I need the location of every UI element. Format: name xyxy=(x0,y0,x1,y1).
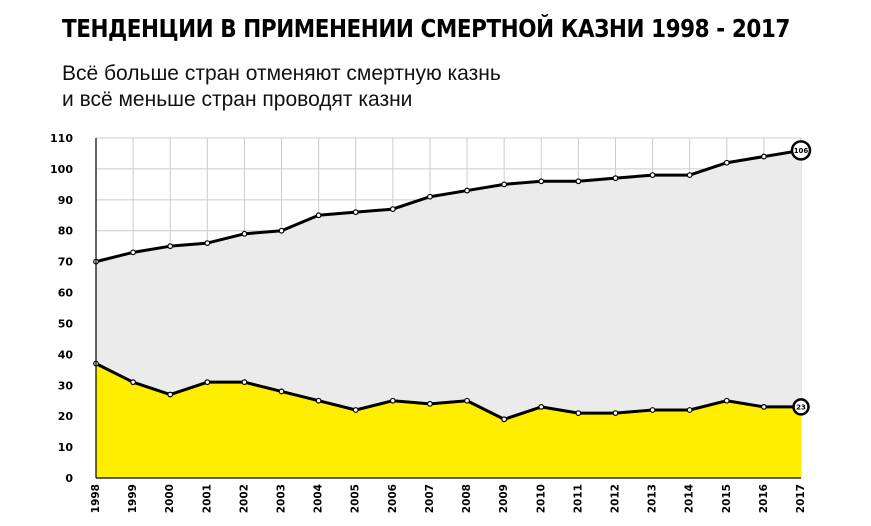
executed-end-label: 23 xyxy=(796,403,806,411)
executed-point-2016 xyxy=(760,404,767,410)
x-tick-label-2008: 2008 xyxy=(461,484,473,513)
executed-point-2010 xyxy=(538,404,545,410)
y-tick-label-60: 60 xyxy=(58,287,74,300)
x-tick-label-1998: 1998 xyxy=(90,484,102,513)
abolished-point-2016 xyxy=(760,153,767,160)
abolished-point-2001 xyxy=(204,240,211,246)
abolished-point-2006 xyxy=(389,206,396,212)
abolished-point-2013 xyxy=(649,172,656,178)
x-tick-label-2002: 2002 xyxy=(238,484,250,513)
end-labels: 106 23 xyxy=(790,140,812,416)
abolished-point-1999 xyxy=(130,249,137,256)
x-tick-label-2013: 2013 xyxy=(647,484,659,513)
executed-point-2003 xyxy=(278,388,285,395)
x-tick-label-2014: 2014 xyxy=(684,484,696,513)
executed-point-2001 xyxy=(204,379,211,386)
x-tick-label-2003: 2003 xyxy=(276,484,288,513)
y-tick-label-0: 0 xyxy=(65,472,73,485)
y-tick-label-40: 40 xyxy=(58,348,74,361)
y-tick-label-70: 70 xyxy=(58,256,74,269)
abolished-point-2003 xyxy=(278,227,285,234)
executed-point-2008 xyxy=(464,397,470,404)
chart-subtitle: Всё больше стран отменяют смертную казнь… xyxy=(62,61,622,113)
abolished-end-marker xyxy=(790,140,812,161)
executed-point-2014 xyxy=(686,407,693,413)
x-tick-label-2007: 2007 xyxy=(424,484,436,513)
abolished-point-2014 xyxy=(686,172,693,178)
executed-point-2011 xyxy=(575,410,582,416)
x-tick-label-1999: 1999 xyxy=(127,484,139,513)
y-tick-label-110: 110 xyxy=(50,132,73,145)
executed-point-2009 xyxy=(501,416,508,423)
executed-point-2013 xyxy=(649,407,656,413)
x-tick-label-2005: 2005 xyxy=(350,484,362,513)
abolished-point-2007 xyxy=(427,193,433,200)
abolished-point-2000 xyxy=(167,243,174,250)
y-tick-label-50: 50 xyxy=(58,317,74,330)
abolished-end-label: 106 xyxy=(794,147,809,155)
series-lines xyxy=(95,148,802,421)
y-tick-label-10: 10 xyxy=(58,441,74,454)
abolished-point-2010 xyxy=(538,178,545,185)
abolished-point-2011 xyxy=(575,178,582,185)
x-tick-label-2001: 2001 xyxy=(201,484,213,513)
y-tick-label-80: 80 xyxy=(58,225,74,238)
abolished-point-2015 xyxy=(723,159,730,166)
subtitle-line-1: Всё больше стран отменяют смертную казнь xyxy=(62,62,501,85)
x-tick-label-2015: 2015 xyxy=(721,484,733,513)
executed-point-2004 xyxy=(315,397,322,404)
y-tick-label-90: 90 xyxy=(58,194,74,207)
executed-area xyxy=(96,363,801,478)
abolished-line xyxy=(95,148,802,264)
abolished-point-2004 xyxy=(315,212,322,219)
executed-point-2000 xyxy=(167,391,174,398)
x-tick-label-2004: 2004 xyxy=(313,484,325,513)
x-tick-label-2010: 2010 xyxy=(535,484,547,513)
executed-point-1999 xyxy=(130,379,137,386)
x-tick-label-2006: 2006 xyxy=(387,484,399,513)
x-tick-label-2012: 2012 xyxy=(609,484,621,513)
executed-point-2015 xyxy=(723,397,730,404)
abolished-point-2002 xyxy=(241,230,248,237)
abolished-point-2005 xyxy=(352,209,359,216)
axes: 0 10 20 30 40 50 60 70 80 90 100 110 1998 1999 2000 200… xyxy=(50,132,807,513)
y-tick-label-20: 20 xyxy=(58,410,74,423)
subtitle-line-2: и всё меньше стран проводят казни xyxy=(62,88,413,111)
x-tick-label-2016: 2016 xyxy=(758,484,770,513)
abolished-point-2009 xyxy=(501,181,508,188)
x-tick-label-2000: 2000 xyxy=(164,484,176,513)
x-tick-label-2009: 2009 xyxy=(498,484,510,513)
x-tick-label-2017: 2017 xyxy=(795,484,807,513)
chart-title: ТЕНДЕНЦИИ В ПРИМЕНЕНИИ СМЕРТНОЙ КАЗНИ 19… xyxy=(62,14,790,43)
executed-point-2005 xyxy=(352,407,359,413)
executed-line xyxy=(95,362,801,421)
abolished-point-2008 xyxy=(464,187,470,194)
executed-point-2006 xyxy=(389,397,396,404)
abolished-area xyxy=(96,150,801,420)
y-tick-label-100: 100 xyxy=(50,163,73,176)
executed-point-2002 xyxy=(241,379,248,386)
abolished-point-2012 xyxy=(612,175,619,182)
executed-end-marker xyxy=(792,398,810,416)
x-tick-label-2011: 2011 xyxy=(572,484,584,513)
series-areas xyxy=(96,150,801,478)
series-points xyxy=(93,153,767,423)
executed-point-2012 xyxy=(612,410,619,416)
y-tick-label-30: 30 xyxy=(58,379,74,392)
executed-point-2007 xyxy=(427,400,433,407)
